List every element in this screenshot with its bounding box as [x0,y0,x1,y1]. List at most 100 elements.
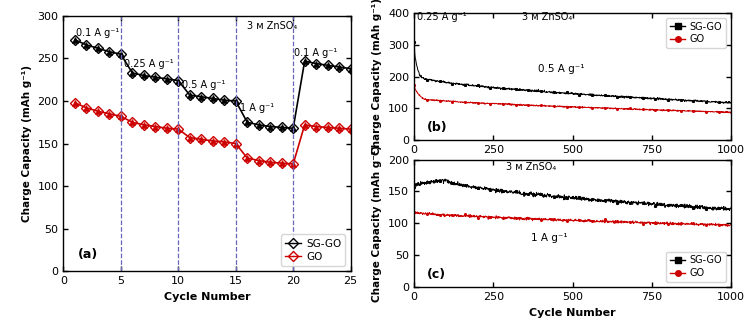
Text: 0.5 A g⁻¹: 0.5 A g⁻¹ [538,64,584,74]
SG-GO [538,89,547,93]
SG-GO [128,71,137,75]
SG-GO [289,126,298,130]
GO [657,108,666,112]
SG-GO [208,97,217,100]
GO [185,136,194,139]
Text: (a): (a) [78,249,98,261]
GO [220,140,229,144]
Text: 1 A g⁻¹: 1 A g⁻¹ [240,103,275,113]
GO [538,104,547,108]
GO [346,127,355,131]
SG-GO [539,193,548,197]
GO [410,210,419,214]
GO [70,101,79,105]
Text: 0.1 A g⁻¹: 0.1 A g⁻¹ [76,28,119,38]
SG-GO [254,123,263,127]
Text: 3 м ZnSO₄: 3 м ZnSO₄ [506,162,557,172]
X-axis label: Cycle Number: Cycle Number [529,308,616,317]
GO [140,123,148,127]
Legend: SG-GO, GO: SG-GO, GO [666,252,726,282]
GO [231,142,240,145]
GO [289,162,298,166]
Y-axis label: Charge Capacity (mAh g⁻¹): Charge Capacity (mAh g⁻¹) [372,0,383,155]
SG-GO [312,62,321,65]
GO [550,217,559,221]
GO [116,115,125,118]
SG-GO [627,95,636,99]
Text: 0.25 A g⁻¹: 0.25 A g⁻¹ [125,59,174,69]
GO [662,108,671,112]
GO [242,156,251,160]
GO [539,217,548,221]
Text: 0.25 A g⁻¹: 0.25 A g⁻¹ [416,12,466,22]
GO [549,104,558,108]
SG-GO [185,93,194,97]
GO [82,106,91,110]
SG-GO [151,75,160,79]
SG-GO [441,177,450,181]
X-axis label: Cycle Number: Cycle Number [529,161,616,171]
SG-GO [335,65,344,69]
GO [128,120,137,124]
GO [335,126,344,130]
Y-axis label: Charge Capacity (mAh g⁻¹): Charge Capacity (mAh g⁻¹) [22,65,32,222]
Line: SG-GO: SG-GO [413,41,732,104]
GO [266,160,275,164]
Legend: SG-GO, GO: SG-GO, GO [281,234,345,266]
GO [312,125,321,129]
SG-GO [300,59,309,63]
GO [410,83,419,87]
GO [151,125,160,129]
GO [727,223,736,226]
Text: 0.1 A g⁻¹: 0.1 A g⁻¹ [295,48,338,58]
SG-GO [663,203,672,207]
GO [278,161,286,165]
SG-GO [266,125,275,129]
SG-GO [442,178,451,182]
SG-GO [242,120,251,124]
SG-GO [93,46,102,50]
GO [442,100,451,103]
SG-GO [727,100,736,104]
SG-GO [719,101,728,105]
GO [208,139,217,143]
Line: GO: GO [413,84,732,114]
SG-GO [140,74,148,78]
SG-GO [627,201,636,204]
Text: 3 м ZnSO₄: 3 м ZnSO₄ [522,12,572,22]
SG-GO [662,98,671,102]
GO [323,125,332,129]
SG-GO [657,97,666,100]
GO [197,137,206,141]
SG-GO [550,194,559,198]
SG-GO [410,185,419,189]
Text: 3 м ZnSO₄: 3 м ZnSO₄ [247,21,298,31]
GO [105,112,114,116]
X-axis label: Cycle Number: Cycle Number [163,292,251,301]
SG-GO [727,205,736,209]
SG-GO [163,77,172,81]
GO [663,222,672,226]
GO [413,210,421,214]
Text: 0.5 A g⁻¹: 0.5 A g⁻¹ [182,80,225,90]
SG-GO [410,40,419,43]
SG-GO [105,50,114,54]
SG-GO [442,81,451,85]
SG-GO [657,202,666,206]
GO [627,220,636,224]
Line: SG-GO: SG-GO [72,36,354,132]
GO [163,126,172,130]
SG-GO [82,43,91,47]
SG-GO [549,91,558,94]
GO [300,123,309,127]
GO [657,221,666,225]
GO [254,159,263,162]
GO [727,111,736,115]
GO [174,127,183,131]
GO [442,213,451,217]
SG-GO [197,95,206,99]
SG-GO [231,99,240,103]
Text: 1 A g⁻¹: 1 A g⁻¹ [531,233,568,243]
SG-GO [70,38,79,42]
Text: (b): (b) [427,122,448,134]
